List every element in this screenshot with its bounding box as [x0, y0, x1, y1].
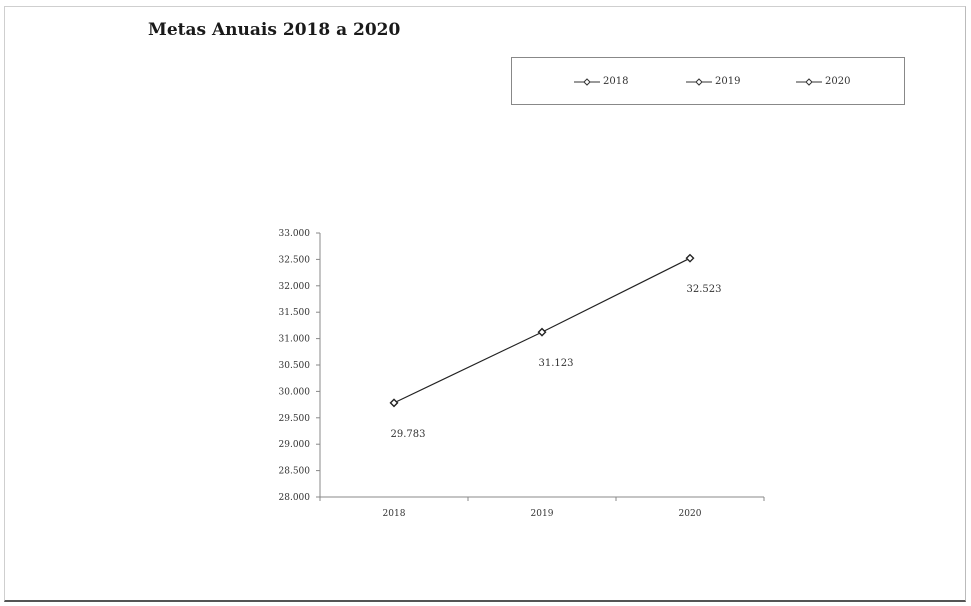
data-point	[389, 398, 399, 408]
y-tick-label: 32.500	[279, 255, 311, 265]
y-tick-label: 28.000	[279, 493, 311, 503]
data-label: 32.523	[687, 284, 722, 295]
chart-title: Metas Anuais 2018 a 2020	[148, 20, 401, 40]
y-tick-label: 31.500	[279, 308, 311, 318]
data-label: 31.123	[539, 358, 574, 369]
legend-marker-icon	[686, 77, 712, 86]
chart-legend: 2018 2019 2020	[511, 57, 905, 105]
x-tick-label: 2019	[531, 509, 554, 519]
data-label: 29.783	[391, 429, 426, 440]
legend-marker-icon	[796, 77, 822, 86]
chart-frame	[4, 6, 966, 602]
y-tick-label: 31.000	[279, 335, 311, 345]
y-tick-label: 30.500	[279, 361, 311, 371]
legend-marker-icon	[574, 77, 600, 86]
y-tick-label: 33.000	[279, 229, 311, 239]
legend-label: 2018	[603, 76, 629, 87]
x-tick-label: 2018	[383, 509, 406, 519]
y-tick-label: 28.500	[279, 467, 311, 477]
legend-item-2018: 2018	[574, 76, 628, 87]
y-tick-label: 29.000	[279, 440, 311, 450]
legend-item-2020: 2020	[796, 76, 850, 87]
data-point	[537, 327, 547, 337]
y-tick-label: 30.000	[279, 387, 311, 397]
y-tick-label: 29.500	[279, 414, 311, 424]
legend-label: 2019	[715, 76, 741, 87]
legend-item-2019: 2019	[686, 76, 740, 87]
y-tick-label: 32.000	[279, 282, 311, 292]
legend-label: 2020	[825, 76, 851, 87]
x-tick-label: 2020	[679, 509, 702, 519]
data-point	[685, 253, 695, 263]
